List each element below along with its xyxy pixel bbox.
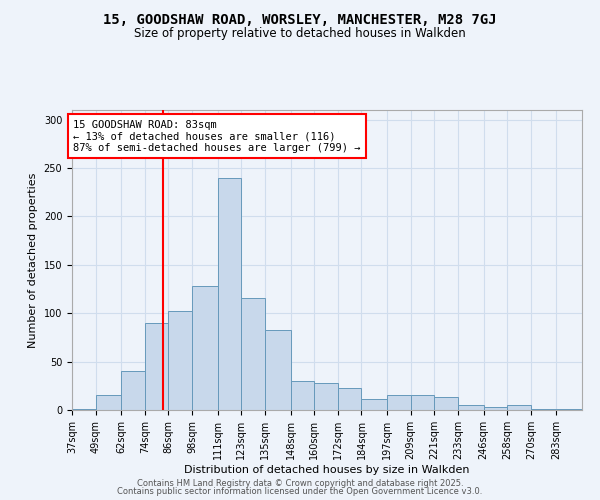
Bar [314,383,338,410]
Y-axis label: Number of detached properties: Number of detached properties [28,172,38,348]
Bar [169,312,192,410]
Bar [145,323,169,410]
Bar [458,405,484,410]
Bar [387,396,410,410]
Bar [556,409,582,410]
Bar [95,396,121,410]
Text: 15, GOODSHAW ROAD, WORSLEY, MANCHESTER, M28 7GJ: 15, GOODSHAW ROAD, WORSLEY, MANCHESTER, … [103,12,497,26]
Bar [290,381,314,410]
Text: 15 GOODSHAW ROAD: 83sqm
← 13% of detached houses are smaller (116)
87% of semi-d: 15 GOODSHAW ROAD: 83sqm ← 13% of detache… [73,120,361,153]
Text: Contains public sector information licensed under the Open Government Licence v3: Contains public sector information licen… [118,487,482,496]
Text: Contains HM Land Registry data © Crown copyright and database right 2025.: Contains HM Land Registry data © Crown c… [137,478,463,488]
Bar [531,409,556,410]
Bar [241,298,265,410]
Bar [72,409,95,410]
Text: Size of property relative to detached houses in Walkden: Size of property relative to detached ho… [134,28,466,40]
Bar [192,286,218,410]
Bar [361,400,387,410]
Bar [434,398,458,410]
Bar [338,388,361,410]
Bar [410,396,434,410]
X-axis label: Distribution of detached houses by size in Walkden: Distribution of detached houses by size … [184,464,470,474]
Bar [507,405,531,410]
Bar [265,330,290,410]
Bar [484,407,507,410]
Bar [121,372,145,410]
Bar [218,178,241,410]
